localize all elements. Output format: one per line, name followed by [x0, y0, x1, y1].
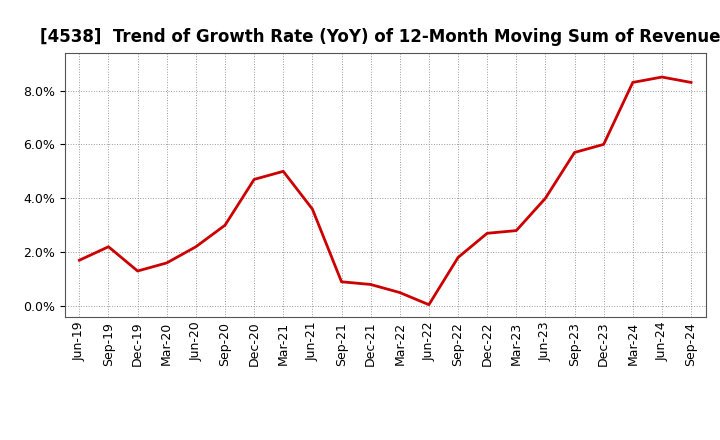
Title: [4538]  Trend of Growth Rate (YoY) of 12-Month Moving Sum of Revenues: [4538] Trend of Growth Rate (YoY) of 12-…	[40, 28, 720, 46]
